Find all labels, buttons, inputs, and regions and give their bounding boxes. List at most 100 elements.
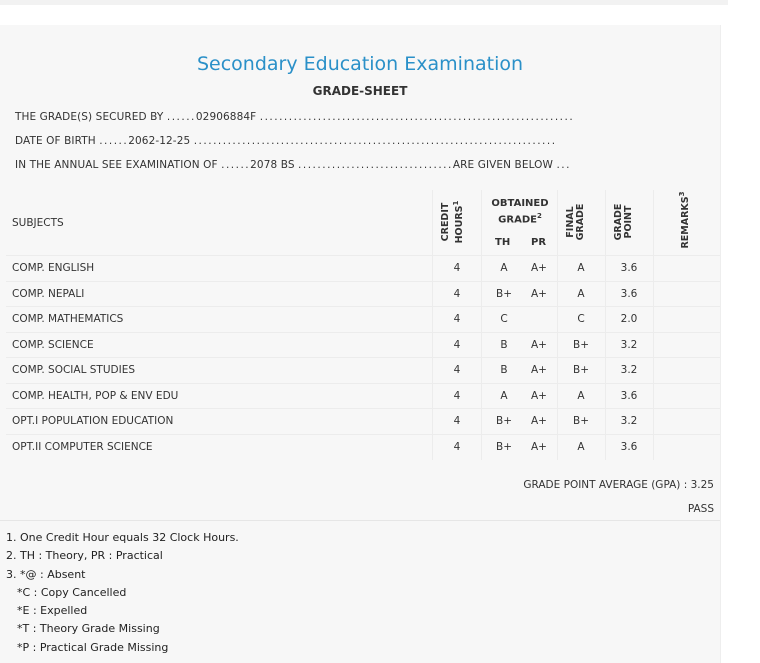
cell-credit: 4 xyxy=(453,338,461,351)
grade-sheet: Secondary Education Examination GRADE-SH… xyxy=(0,25,721,663)
header-remarks-label: REMARKS xyxy=(680,196,692,249)
header-credit-line2: HOURS xyxy=(454,205,466,244)
cell-pr: A+ xyxy=(531,415,547,427)
header-gp-line2: POINT xyxy=(623,205,634,239)
header-remarks: REMARKS3 xyxy=(677,190,691,250)
gpa-value: 3.25 xyxy=(690,479,714,491)
subject-name: OPT.II COMPUTER SCIENCE xyxy=(12,440,153,453)
header-obtained-line2: GRADE xyxy=(498,214,537,226)
cell-final: A xyxy=(577,262,585,274)
footnote-marker: 1 xyxy=(452,200,460,206)
secured-by-label: THE GRADE(S) SECURED BY xyxy=(15,111,164,123)
cell-pr: A+ xyxy=(531,364,547,376)
col-divider xyxy=(605,190,606,460)
cell-pr: A+ xyxy=(531,440,547,453)
table-row: COMP. ENGLISH 4 A A+ A 3.6 xyxy=(6,255,720,281)
page-title: Secondary Education Examination xyxy=(196,53,524,75)
cell-remarks xyxy=(653,333,713,358)
cell-th: B+ xyxy=(495,415,512,427)
table-row: COMP. SCIENCE 4 B A+ B+ 3.2 xyxy=(6,331,720,358)
subject-name: OPT.I POPULATION EDUCATION xyxy=(12,415,174,427)
footnote-marker: 2 xyxy=(536,212,542,220)
cell-final: A xyxy=(577,389,585,402)
header-credit-line1: CREDIT xyxy=(440,202,451,242)
dob-label: DATE OF BIRTH xyxy=(15,135,96,147)
col-divider xyxy=(481,190,482,460)
cell-pr: A+ xyxy=(531,287,547,300)
page-subtitle: GRADE-SHEET xyxy=(312,84,408,98)
gpa-line: GRADE POINT AVERAGE (GPA) : 3.25 xyxy=(523,479,714,491)
col-divider xyxy=(432,190,433,460)
table-row: COMP. MATHEMATICS 4 C C 2.0 xyxy=(6,306,720,332)
cell-remarks xyxy=(653,307,713,332)
header-pr: PR xyxy=(531,237,547,248)
col-divider xyxy=(653,190,654,460)
cell-final: B+ xyxy=(572,415,589,427)
cell-credit: 4 xyxy=(453,313,461,325)
header-final-grade: FINAL GRADE xyxy=(565,197,596,247)
cell-credit: 4 xyxy=(453,364,461,376)
cell-th: B xyxy=(500,364,508,376)
result-status: PASS xyxy=(687,503,714,515)
header-grade-point: GRADE POINT xyxy=(613,197,644,247)
cell-gp: 3.6 xyxy=(620,287,638,300)
top-bar xyxy=(0,0,728,5)
dob-value: 2062-12-25 xyxy=(128,135,191,147)
footnote: *E : Expelled xyxy=(17,604,88,618)
secured-by-line: THE GRADE(S) SECURED BY ......02906884F … xyxy=(15,111,575,123)
exam-line: IN THE ANNUAL SEE EXAMINATION OF ......2… xyxy=(15,159,571,171)
exam-label: IN THE ANNUAL SEE EXAMINATION OF xyxy=(15,159,218,171)
cell-final: A xyxy=(577,440,585,453)
cell-pr: A+ xyxy=(531,262,547,274)
symbol-number: 02906884F xyxy=(195,111,257,123)
cell-credit: 4 xyxy=(453,262,461,274)
cell-remarks xyxy=(653,358,713,383)
header-th: TH xyxy=(495,237,511,248)
cell-th: A xyxy=(500,389,508,402)
table-row: OPT.II COMPUTER SCIENCE 4 B+ A+ A 3.6 xyxy=(6,433,720,460)
cell-pr: A+ xyxy=(531,338,547,351)
cell-remarks xyxy=(653,435,713,460)
footnote: *T : Theory Grade Missing xyxy=(17,622,160,636)
subject-name: COMP. HEALTH, POP & ENV EDU xyxy=(12,389,179,402)
subject-name: COMP. SCIENCE xyxy=(12,338,94,351)
footnote: 2. TH : Theory, PR : Practical xyxy=(6,549,163,563)
cell-final: C xyxy=(577,313,585,325)
footnote: *P : Practical Grade Missing xyxy=(17,640,169,654)
cell-th: B xyxy=(500,338,508,351)
divider xyxy=(0,520,720,521)
given-below-label: ARE GIVEN BELOW xyxy=(452,159,554,171)
subject-name: COMP. ENGLISH xyxy=(12,262,95,274)
subject-name: COMP. SOCIAL STUDIES xyxy=(12,364,136,376)
cell-th: B+ xyxy=(495,440,512,453)
footnote: 1. One Credit Hour equals 32 Clock Hours… xyxy=(6,531,239,544)
table-row: COMP. NEPALI 4 B+ A+ A 3.6 xyxy=(6,280,720,307)
cell-pr xyxy=(521,307,557,332)
cell-credit: 4 xyxy=(453,440,461,453)
cell-credit: 4 xyxy=(453,415,461,427)
header-final-line2: GRADE xyxy=(575,203,586,241)
gpa-label: GRADE POINT AVERAGE (GPA) : xyxy=(523,479,688,491)
footnote: 3. *@ : Absent xyxy=(6,567,86,581)
dob-line: DATE OF BIRTH ......2062-12-25 .........… xyxy=(15,135,557,147)
cell-gp: 2.0 xyxy=(620,313,638,325)
cell-th: C xyxy=(500,313,508,325)
table-row: OPT.I POPULATION EDUCATION 4 B+ A+ B+ 3.2 xyxy=(6,408,720,434)
col-divider xyxy=(557,190,558,460)
subject-name: COMP. NEPALI xyxy=(12,287,85,300)
exam-year: 2078 BS xyxy=(250,159,295,171)
cell-credit: 4 xyxy=(453,287,461,300)
cell-pr: A+ xyxy=(531,389,547,402)
cell-remarks xyxy=(653,256,713,281)
cell-th: B+ xyxy=(495,287,512,300)
cell-final: B+ xyxy=(572,338,589,351)
cell-th: A xyxy=(500,262,508,274)
table-row: COMP. HEALTH, POP & ENV EDU 4 A A+ A 3.6 xyxy=(6,382,720,409)
cell-gp: 3.6 xyxy=(620,389,638,402)
footnotes: 1. One Credit Hour equals 32 Clock Hours… xyxy=(6,529,239,657)
header-obtained-grade: OBTAINED GRADE2 xyxy=(482,197,558,226)
cell-final: B+ xyxy=(572,364,589,376)
cell-remarks xyxy=(653,409,713,434)
cell-gp: 3.2 xyxy=(620,415,638,427)
cell-gp: 3.2 xyxy=(620,338,638,351)
